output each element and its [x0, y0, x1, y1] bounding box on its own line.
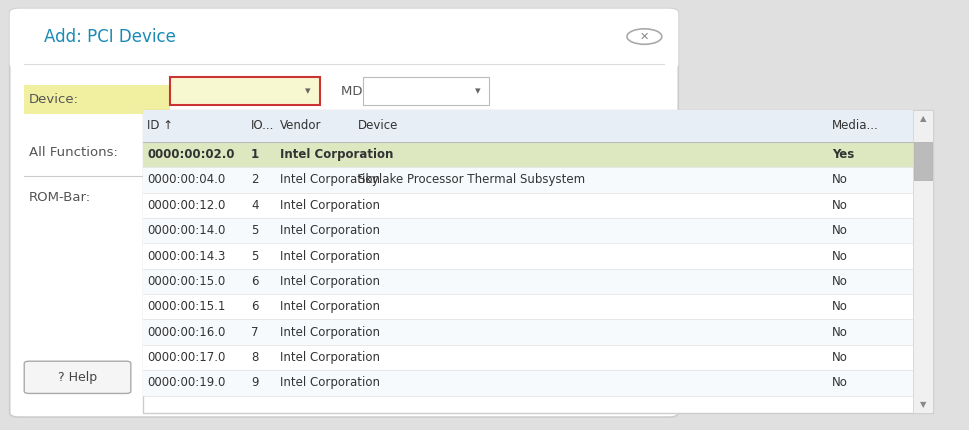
- Bar: [143, 294, 913, 319]
- Text: 7: 7: [251, 326, 259, 339]
- Text: Device: Device: [358, 119, 398, 132]
- Text: No: No: [832, 376, 848, 390]
- Text: Intel Corporation: Intel Corporation: [280, 376, 380, 390]
- Text: 4: 4: [251, 199, 259, 212]
- Text: Intel Corporation: Intel Corporation: [280, 148, 393, 161]
- FancyBboxPatch shape: [24, 85, 170, 114]
- Text: No: No: [832, 275, 848, 288]
- Text: Intel Corporation: Intel Corporation: [280, 173, 380, 187]
- Text: Intel Corporation: Intel Corporation: [280, 275, 380, 288]
- FancyBboxPatch shape: [10, 9, 678, 417]
- Text: 0000:00:14.3: 0000:00:14.3: [147, 249, 226, 263]
- Text: Add: PCI Device: Add: PCI Device: [44, 28, 175, 46]
- Text: Vendor: Vendor: [280, 119, 322, 132]
- Text: ID ↑: ID ↑: [147, 119, 173, 132]
- Text: No: No: [832, 173, 848, 187]
- FancyBboxPatch shape: [170, 77, 320, 105]
- Text: 0000:00:02.0: 0000:00:02.0: [147, 148, 234, 161]
- Text: 0000:00:19.0: 0000:00:19.0: [147, 376, 226, 390]
- Text: 0000:00:16.0: 0000:00:16.0: [147, 326, 226, 339]
- Text: IO...: IO...: [251, 119, 274, 132]
- Text: 8: 8: [251, 351, 259, 364]
- Bar: [143, 193, 913, 218]
- Text: Intel Corporation: Intel Corporation: [280, 326, 380, 339]
- Bar: [914, 142, 932, 180]
- Text: 0000:00:15.1: 0000:00:15.1: [147, 300, 226, 313]
- Bar: [143, 167, 913, 193]
- Text: 0000:00:14.0: 0000:00:14.0: [147, 224, 226, 237]
- FancyBboxPatch shape: [363, 77, 489, 105]
- Text: All Functions:: All Functions:: [29, 146, 118, 159]
- Bar: [143, 142, 913, 167]
- Text: No: No: [832, 326, 848, 339]
- Bar: [143, 370, 913, 396]
- Text: ▼: ▼: [920, 400, 926, 408]
- Bar: [143, 110, 913, 142]
- FancyBboxPatch shape: [10, 9, 678, 69]
- Text: 5: 5: [251, 224, 259, 237]
- Bar: [143, 345, 913, 370]
- Text: ▾: ▾: [305, 86, 311, 96]
- Text: ✕: ✕: [640, 31, 649, 42]
- Bar: [913, 110, 933, 413]
- Text: 0000:00:15.0: 0000:00:15.0: [147, 275, 226, 288]
- Text: 6: 6: [251, 275, 259, 288]
- Text: No: No: [832, 199, 848, 212]
- Bar: [143, 243, 913, 269]
- Text: Intel Corporation: Intel Corporation: [280, 224, 380, 237]
- Text: 6: 6: [251, 300, 259, 313]
- Text: 0000:00:12.0: 0000:00:12.0: [147, 199, 226, 212]
- Bar: [143, 269, 913, 294]
- Text: 9: 9: [251, 376, 259, 390]
- FancyBboxPatch shape: [24, 361, 131, 393]
- Text: No: No: [832, 249, 848, 263]
- Text: Media...: Media...: [832, 119, 879, 132]
- Bar: [143, 319, 913, 345]
- Text: No: No: [832, 351, 848, 364]
- Text: 1: 1: [251, 148, 259, 161]
- Text: Intel Corporation: Intel Corporation: [280, 249, 380, 263]
- Text: Skylake Processor Thermal Subsystem: Skylake Processor Thermal Subsystem: [358, 173, 584, 187]
- Text: Intel Corporation: Intel Corporation: [280, 351, 380, 364]
- Text: ▾: ▾: [475, 86, 481, 96]
- Text: 2: 2: [251, 173, 259, 187]
- Text: 0000:00:17.0: 0000:00:17.0: [147, 351, 226, 364]
- Text: ROM-Bar:: ROM-Bar:: [29, 191, 91, 204]
- FancyBboxPatch shape: [143, 110, 933, 413]
- Text: Device:: Device:: [29, 93, 79, 106]
- Text: 5: 5: [251, 249, 259, 263]
- Text: No: No: [832, 300, 848, 313]
- Text: ▲: ▲: [920, 114, 926, 123]
- Text: Intel Corporation: Intel Corporation: [280, 300, 380, 313]
- Text: MDev Type:: MDev Type:: [341, 85, 418, 98]
- Text: No: No: [832, 224, 848, 237]
- Text: 0000:00:04.0: 0000:00:04.0: [147, 173, 226, 187]
- Text: Intel Corporation: Intel Corporation: [280, 199, 380, 212]
- Bar: [143, 218, 913, 243]
- Text: ? Help: ? Help: [58, 371, 97, 384]
- Text: Yes: Yes: [832, 148, 855, 161]
